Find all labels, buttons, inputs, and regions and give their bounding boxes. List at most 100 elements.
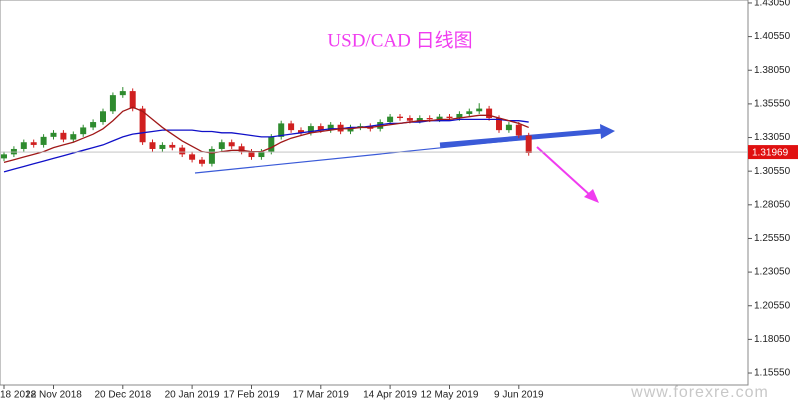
y-tick-label: 1.25550 [754,233,791,244]
candle [298,127,304,136]
candle-body [238,146,245,152]
candle-body [476,108,483,112]
candle [228,139,235,149]
x-tick-label: 17 Mar 2019 [293,390,350,401]
candle [139,105,146,145]
candle-body [436,116,443,120]
candle [515,122,522,139]
candle-body [228,142,235,147]
y-tick-label: 1.15550 [754,368,791,379]
candle-body [357,126,364,128]
candle [109,92,116,114]
candle [10,146,17,158]
candle [100,108,106,125]
trend-arrow [439,128,604,148]
candle [337,122,344,135]
candle-body [60,132,67,140]
candle-body [149,142,156,149]
candle [268,134,275,155]
y-tick-label: 1.23050 [754,267,791,278]
y-tick-label: 1.18050 [754,334,791,345]
candle-body [169,144,176,148]
candle-body [129,91,136,109]
candle [149,139,156,152]
x-tick-label: 12 May 2019 [421,390,479,401]
candle-body [218,142,225,149]
candle-body [179,147,186,155]
candle-body [109,95,116,112]
candle-body [199,159,205,164]
y-tick-label: 1.28050 [754,199,791,210]
candle [169,142,176,151]
candle-body [466,111,473,114]
candle [189,151,196,163]
candle-body [426,118,433,120]
candle-body [288,123,295,131]
candle [20,139,27,152]
candle-body [397,116,403,119]
candle [476,103,483,114]
candle-body [387,116,394,123]
candle-body [189,154,196,160]
candle [327,122,334,133]
y-tick-label: 1.35550 [754,99,791,110]
candle [70,131,77,143]
trend-arrow-head [600,124,615,139]
candle [357,123,364,131]
candle [218,139,225,152]
candle-body [30,142,37,145]
candle-body [50,132,57,137]
candle-body [416,118,423,121]
y-tick-label: 1.33050 [754,132,791,143]
candle-body [298,130,304,133]
y-tick-label: 1.20550 [754,300,791,311]
watermark: www.forexre.com [630,384,769,401]
candle [179,144,186,158]
plot-frame [0,0,749,386]
y-tick-label: 1.43050 [754,0,791,9]
x-tick-label: 18 2018 [0,390,37,401]
candle [347,124,354,135]
candle-body [100,111,106,123]
candle-body [337,124,344,132]
candle [208,146,215,167]
candle-body [446,116,453,119]
y-tick-label: 1.40550 [754,31,791,42]
candle-body [505,124,512,131]
candle-body [486,108,493,119]
last-price-box [748,145,798,160]
candle [486,105,493,121]
candle-body [258,151,265,158]
candle-body [208,148,215,164]
candle [80,124,87,137]
candle-body [80,127,87,135]
candle [466,108,473,117]
candle-body [10,148,17,155]
last-price-label: 1.31969 [752,148,789,159]
candle [1,151,7,162]
x-tick-label: 17 Feb 2019 [223,390,280,401]
chart-title: USD/CAD 日线图 [327,29,472,51]
candle-body [159,144,166,149]
candle [90,119,97,131]
candle-body [515,124,522,136]
candle [238,143,245,155]
candle [377,119,384,132]
down-arrow-head [584,189,599,203]
candle-body [377,122,384,129]
candle [278,120,285,140]
candle-body [139,108,146,143]
candle [159,142,166,152]
candle-body [456,113,463,119]
candle-body [525,135,532,154]
candle-body [248,151,255,158]
candle [397,113,403,121]
candle [50,130,57,140]
x-tick-label: 9 Jun 2019 [494,390,544,401]
moving-average [3,118,529,173]
candle-body [327,124,334,131]
candle-body [90,122,97,128]
x-tick-label: 20 Dec 2018 [94,390,151,401]
candle-body [20,142,27,149]
